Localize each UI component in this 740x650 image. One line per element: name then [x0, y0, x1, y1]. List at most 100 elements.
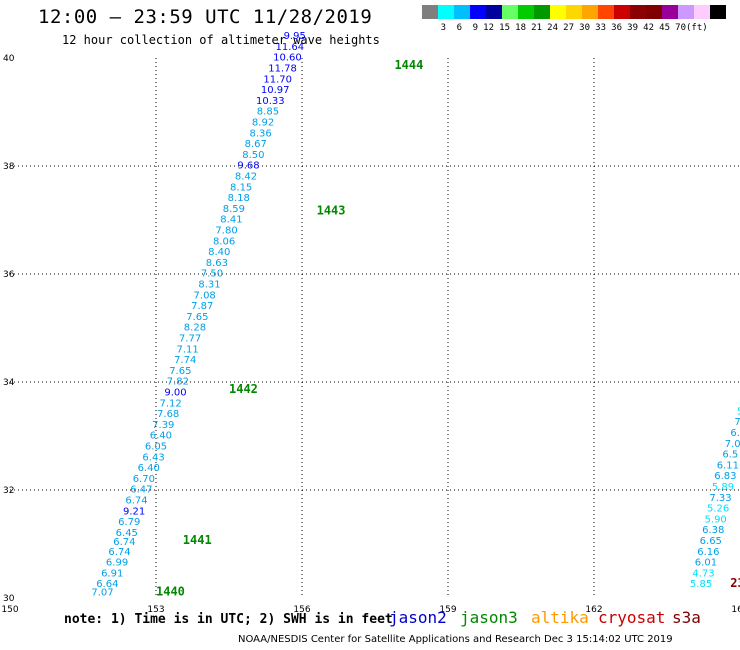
swh-value: 7.33	[709, 493, 731, 504]
legend-swatch	[438, 5, 454, 19]
pass-time-label: 23	[730, 576, 740, 590]
swh-value: 8.85	[257, 107, 279, 118]
pass-time-label: 1444	[394, 58, 423, 72]
swh-value: 7.11	[177, 344, 199, 355]
legend-swatch	[662, 5, 678, 19]
swh-value: 10.33	[256, 96, 285, 107]
legend-swatch	[454, 5, 470, 19]
swh-value: 7.65	[186, 312, 208, 323]
legend-label: 30	[579, 23, 590, 33]
swh-value: 6.38	[702, 525, 724, 536]
y-tick-label: 34	[3, 378, 15, 388]
swh-value: 6.74	[125, 496, 147, 507]
legend-label: 21	[531, 23, 542, 33]
legend-label: 3	[440, 23, 446, 33]
pass-time-label: 1443	[317, 204, 346, 218]
legend-label: 36	[611, 23, 622, 33]
swh-value: 7.68	[157, 409, 179, 420]
legend-swatch	[614, 5, 630, 19]
swh-value: 6.16	[697, 547, 719, 558]
y-tick-label: 36	[3, 270, 15, 280]
swh-value: 8.63	[206, 258, 228, 269]
swh-value: 6.5	[722, 450, 738, 461]
satellite-label: cryosat	[598, 608, 666, 627]
satellite-label: altika	[531, 608, 589, 627]
legend-label: 70	[675, 23, 686, 33]
swh-value: 5	[737, 406, 740, 417]
swh-value: 7.0	[725, 439, 740, 450]
swh-value: 10.60	[273, 53, 302, 64]
x-tick-label: 150	[1, 605, 18, 615]
color-legend: 3 6 9 12 15 18 21 24 27 30 33 36 39 42 45 70 (ft)	[422, 5, 730, 35]
legend-swatch	[710, 5, 726, 19]
y-tick-label: 30	[3, 594, 15, 604]
swh-value: 8.41	[220, 215, 242, 226]
swh-value: 8.36	[250, 128, 272, 139]
swh-value: 7.87	[191, 301, 213, 312]
swh-value: 8.31	[198, 280, 220, 291]
pass-time-label: 1441	[183, 533, 212, 547]
swh-value: 4.73	[692, 568, 714, 579]
swh-value: 6.43	[142, 452, 164, 463]
legend-swatch	[582, 5, 598, 19]
legend-label: 33	[595, 23, 606, 33]
legend-swatch	[550, 5, 566, 19]
legend-label: 15	[499, 23, 510, 33]
swh-value: 6.70	[133, 474, 155, 485]
swh-value: 7.12	[159, 398, 181, 409]
swh-value: 8.15	[230, 182, 252, 193]
legend-swatch	[502, 5, 518, 19]
legend-swatch	[518, 5, 534, 19]
swh-value: 7.80	[215, 226, 237, 237]
swh-value: 7.08	[194, 290, 216, 301]
swh-value: 11.70	[263, 74, 292, 85]
satellite-label: s3a	[672, 608, 701, 627]
swh-value: 6.01	[695, 558, 717, 569]
swh-value: 6.99	[106, 558, 128, 569]
legend-label: 6	[456, 23, 462, 33]
swh-value: 6.79	[118, 517, 140, 528]
swh-value: 8.92	[252, 118, 274, 129]
legend-label: 27	[563, 23, 574, 33]
swh-value: 5.85	[690, 579, 712, 590]
pass-time-label: 1440	[156, 584, 185, 598]
swh-value: 5.26	[707, 504, 729, 515]
satellite-label: jason3	[460, 608, 518, 627]
footer-credit: NOAA/NESDIS Center for Satellite Applica…	[238, 634, 673, 645]
x-tick-label: 153	[147, 605, 164, 615]
swh-value: 6.11	[717, 460, 739, 471]
swh-value: 9.21	[123, 506, 145, 517]
swh-value: 10.97	[261, 85, 290, 96]
swh-value: 6.74	[113, 537, 135, 548]
swh-value: 6.83	[714, 471, 736, 482]
swh-value: 8.06	[213, 236, 235, 247]
legend-label: 18	[515, 23, 526, 33]
swh-value: 7.74	[174, 355, 196, 366]
legend-swatch	[422, 5, 438, 19]
swh-value: 11.78	[268, 64, 297, 75]
swh-value: 9.68	[237, 161, 259, 172]
swh-value: 7.65	[169, 366, 191, 377]
legend-swatch	[470, 5, 486, 19]
swh-value: 8.50	[242, 150, 264, 161]
swh-value: 6.65	[700, 536, 722, 547]
swh-value: 8.18	[228, 193, 250, 204]
legend-swatch	[646, 5, 662, 19]
swh-value: 11.64	[276, 42, 305, 53]
x-tick-label: 156	[293, 605, 310, 615]
legend-label: (ft)	[686, 23, 708, 33]
swh-value: 5.89	[712, 482, 734, 493]
pass-time-label: 1442	[229, 382, 258, 396]
legend-swatch	[598, 5, 614, 19]
swh-value: 6.40	[150, 431, 172, 442]
swh-value: 6.64	[96, 579, 118, 590]
legend-label: 39	[627, 23, 638, 33]
swh-value: 7.07	[91, 587, 113, 598]
legend-swatch	[566, 5, 582, 19]
swh-value: 7.39	[152, 420, 174, 431]
swh-value: 6.	[730, 428, 740, 439]
swh-value: 8.59	[223, 204, 245, 215]
swh-value: 6.91	[101, 568, 123, 579]
x-tick-label: 159	[439, 605, 456, 615]
